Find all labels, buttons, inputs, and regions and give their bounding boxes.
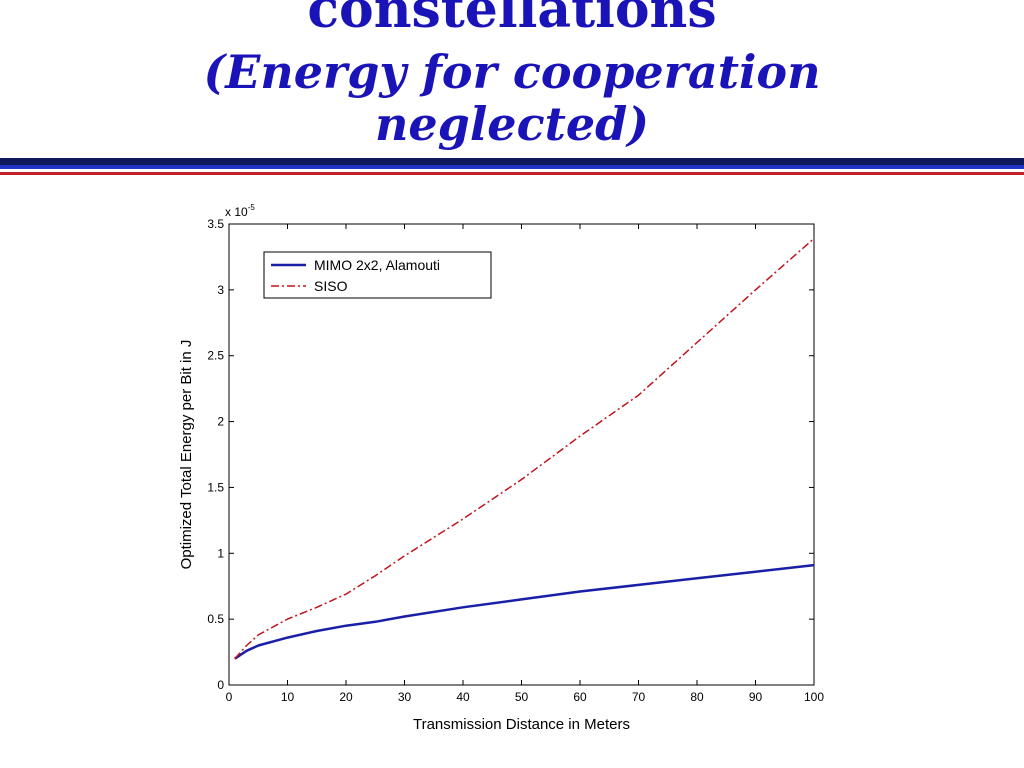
x-tick-label: 90 xyxy=(749,690,763,704)
y-tick-label: 1.5 xyxy=(207,480,224,494)
y-tick-label: 0.5 xyxy=(207,612,224,626)
x-tick-label: 70 xyxy=(632,690,646,704)
x-tick-label: 60 xyxy=(573,690,587,704)
legend: MIMO 2x2, Alamouti SISO xyxy=(263,251,492,299)
axis-ticks: 0 10 20 30 40 50 60 70 80 90 100 0 0.5 1 1.5 2 2.5 3 3.5 xyxy=(207,217,824,704)
x-tick-label: 80 xyxy=(690,690,704,704)
y-tick-label: 0 xyxy=(217,678,224,692)
series-lines xyxy=(234,237,815,660)
x-tick-label: 50 xyxy=(515,690,529,704)
y-multiplier-base: x 10 xyxy=(225,205,248,219)
y-tick-label: 3 xyxy=(217,283,224,297)
title-divider-blue xyxy=(0,165,1024,169)
x-tick-label: 0 xyxy=(226,690,233,704)
x-tick-label: 30 xyxy=(398,690,412,704)
y-tick-label: 3.5 xyxy=(207,217,224,231)
y-tick-label: 1 xyxy=(217,546,224,560)
title-divider-navy xyxy=(0,158,1024,165)
legend-label-mimo: MIMO 2x2, Alamouti xyxy=(314,257,440,273)
x-tick-label: 20 xyxy=(339,690,353,704)
series-line-siso xyxy=(234,237,815,660)
x-axis-label: Transmission Distance in Meters xyxy=(413,716,630,733)
y-axis-label: Optimized Total Energy per Bit in J xyxy=(178,340,195,570)
series-line-mimo xyxy=(234,563,815,660)
slide-title-line-2: (Energy for cooperation xyxy=(203,45,821,99)
x-tick-label: 40 xyxy=(456,690,470,704)
x-tick-label: 100 xyxy=(804,690,824,704)
legend-box xyxy=(263,251,492,299)
y-multiplier-exponent: -5 xyxy=(248,203,256,212)
y-tick-label: 2 xyxy=(217,415,224,429)
title-divider-red xyxy=(0,172,1024,175)
slide-title-line-1: constellations xyxy=(307,0,717,40)
legend-label-siso: SISO xyxy=(314,278,348,294)
y-multiplier-label: x 10-5 xyxy=(225,203,255,219)
slide-title-line-3: neglected) xyxy=(374,97,650,151)
x-tick-label: 10 xyxy=(281,690,295,704)
y-tick-label: 2.5 xyxy=(207,349,224,363)
